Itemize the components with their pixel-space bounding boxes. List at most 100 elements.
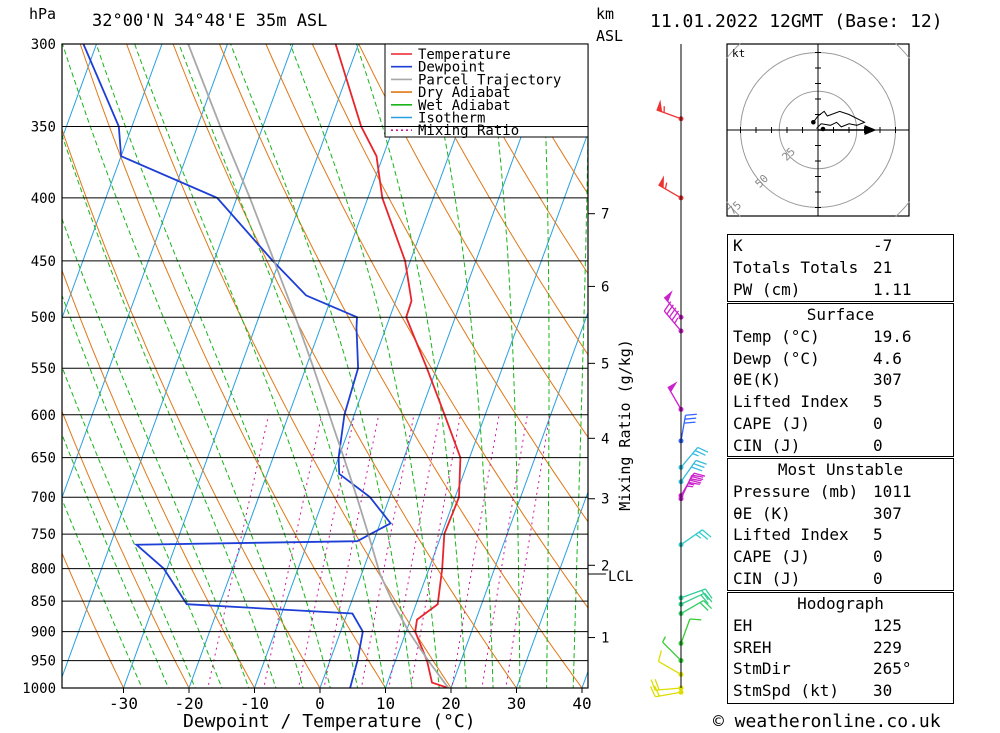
x-tick-label: -10	[240, 694, 269, 713]
hodograph-index-value: 229	[873, 637, 902, 657]
most-unstable-index-key: CIN (J)	[733, 568, 801, 588]
isotherm-line	[62, 44, 98, 141]
pressure-tick-label: 600	[31, 408, 56, 424]
most-unstable-index-value: 0	[873, 547, 883, 567]
x-axis-title: Dewpoint / Temperature (°C)	[183, 711, 476, 732]
mixing-ratio-line	[388, 414, 441, 688]
wet-adiabat-line	[62, 44, 304, 688]
dry-adiabat-line	[497, 44, 588, 196]
legend-label: Dry Adiabat	[418, 85, 511, 101]
wind-barb-full	[693, 463, 705, 469]
wind-barb-flag	[658, 175, 664, 188]
wind-barb-full	[691, 476, 704, 481]
hodograph-index-value: 125	[873, 615, 902, 635]
isotherm-line	[0, 0, 1, 714]
wind-barb-staff	[680, 447, 699, 468]
wind-barb-full	[688, 481, 700, 485]
isotherm-line	[384, 131, 588, 688]
km-tick-label: 6	[601, 279, 609, 295]
wind-barb-full	[653, 685, 660, 697]
wind-barb	[658, 175, 684, 201]
wind-barb-staff	[680, 588, 706, 599]
general-index-value: 1.11	[873, 279, 912, 299]
surface-index-key: Dewp (°C)	[733, 348, 820, 368]
wet-adiabat-line	[62, 217, 250, 688]
wind-barb-full	[704, 592, 713, 603]
most-unstable-index-value: 1011	[873, 481, 912, 501]
location-title: 32°00'N 34°48'E 35m ASL	[92, 11, 328, 31]
wind-barb	[678, 472, 706, 499]
km-tick-label: 5	[601, 356, 609, 372]
wind-barb-full	[695, 459, 707, 465]
mixing-ratio-line	[505, 414, 551, 688]
legend-label: Isotherm	[418, 111, 485, 127]
wet-adiabat-line	[62, 498, 143, 688]
general-index-key: K	[733, 236, 743, 255]
wind-barb-staff	[680, 460, 697, 483]
wind-barb-full	[697, 446, 709, 453]
wind-barb-staff	[663, 310, 682, 332]
wind-barb	[678, 413, 697, 444]
wet-adiabat-line	[62, 293, 223, 688]
pressure-tick-label: 900	[31, 625, 56, 641]
hodograph-index-value: 265°	[873, 659, 912, 679]
general-index-row: PW (cm) 1.11	[728, 279, 953, 301]
surface-index-row: CIN (J) 0	[728, 435, 953, 457]
wet-adiabat-line	[423, 44, 494, 688]
km-tick-label: 2	[601, 558, 609, 574]
mixing-ratio-axis-title: Mixing Ratio (g/kg)	[616, 339, 634, 511]
wind-barb	[662, 636, 684, 664]
wind-barb	[678, 529, 712, 548]
most-unstable-index-key: Pressure (mb)	[733, 481, 859, 501]
surface-index-row: Temp (°C) 19.6	[728, 326, 953, 348]
mixing-ratio-line	[263, 414, 323, 688]
pressure-tick-label: 800	[31, 562, 56, 578]
dry-adiabat-line	[578, 0, 720, 714]
wind-barb-full	[684, 417, 697, 420]
wind-barb-staff	[680, 618, 691, 644]
hodograph-unit-label: kt	[732, 47, 745, 60]
km-tick-label: 4	[601, 431, 609, 447]
wet-adiabat-line	[62, 133, 277, 688]
most-unstable-index-row: Lifted Index 5	[728, 524, 953, 546]
lcl-label: LCL	[608, 569, 633, 585]
dry-adiabat-line	[62, 552, 125, 688]
isotherm-line	[515, 490, 588, 688]
wind-barb-staff	[658, 660, 682, 676]
wind-barb-full	[693, 472, 706, 477]
general-index-row: Totals Totals 21	[728, 257, 953, 279]
isotherm-line	[122, 44, 360, 688]
most-unstable-indices-box: Most Unstable Pressure (mb) 1011 θE (K) 307…	[727, 458, 954, 591]
hodograph-indices-box: Hodograph EH 125 SREH 229 StmDir 265° StmSpd (…	[727, 592, 954, 704]
skew-t-log-p-chart: 3003504004505005506006507007508008509009…	[0, 0, 720, 714]
wind-barb-half	[686, 485, 694, 488]
datetime-title: 11.01.2022 12GMT (Base: 12)	[650, 11, 943, 32]
surface-section-title: Surface	[806, 305, 875, 324]
wet-adiabat-line	[541, 44, 550, 688]
wind-barb-full	[654, 678, 660, 691]
pressure-tick-label: 350	[31, 119, 56, 135]
general-index-key: PW (cm)	[733, 279, 801, 299]
wind-barb-staff	[680, 529, 703, 546]
most-unstable-index-row: θE (K) 307	[728, 503, 953, 525]
surface-index-value: 0	[873, 413, 883, 433]
general-index-key: Totals Totals	[733, 257, 859, 277]
wind-barb-staff	[680, 592, 705, 605]
credit-footer: © weatheronline.co.uk	[713, 711, 941, 732]
legend-label: Temperature	[418, 47, 511, 63]
wet-adiabat-line	[355, 44, 467, 688]
wet-adiabat-line	[230, 44, 413, 688]
pressure-tick-label: 1000	[22, 681, 56, 697]
most-unstable-index-row: Pressure (mb) 1011	[728, 481, 953, 503]
most-unstable-index-key: Lifted Index	[733, 525, 849, 545]
hodograph-index-key: StmSpd (kt)	[733, 681, 839, 701]
wind-barb-half	[664, 182, 668, 190]
hodograph-index-key: SREH	[733, 637, 772, 657]
wind-barb-full	[690, 478, 702, 482]
dry-adiabat-line	[404, 44, 588, 356]
pressure-tick-label: 950	[31, 654, 56, 670]
mixing-ratio-line	[207, 414, 270, 688]
wind-barb-staff	[658, 184, 682, 199]
wet-adiabat-line	[62, 365, 196, 688]
